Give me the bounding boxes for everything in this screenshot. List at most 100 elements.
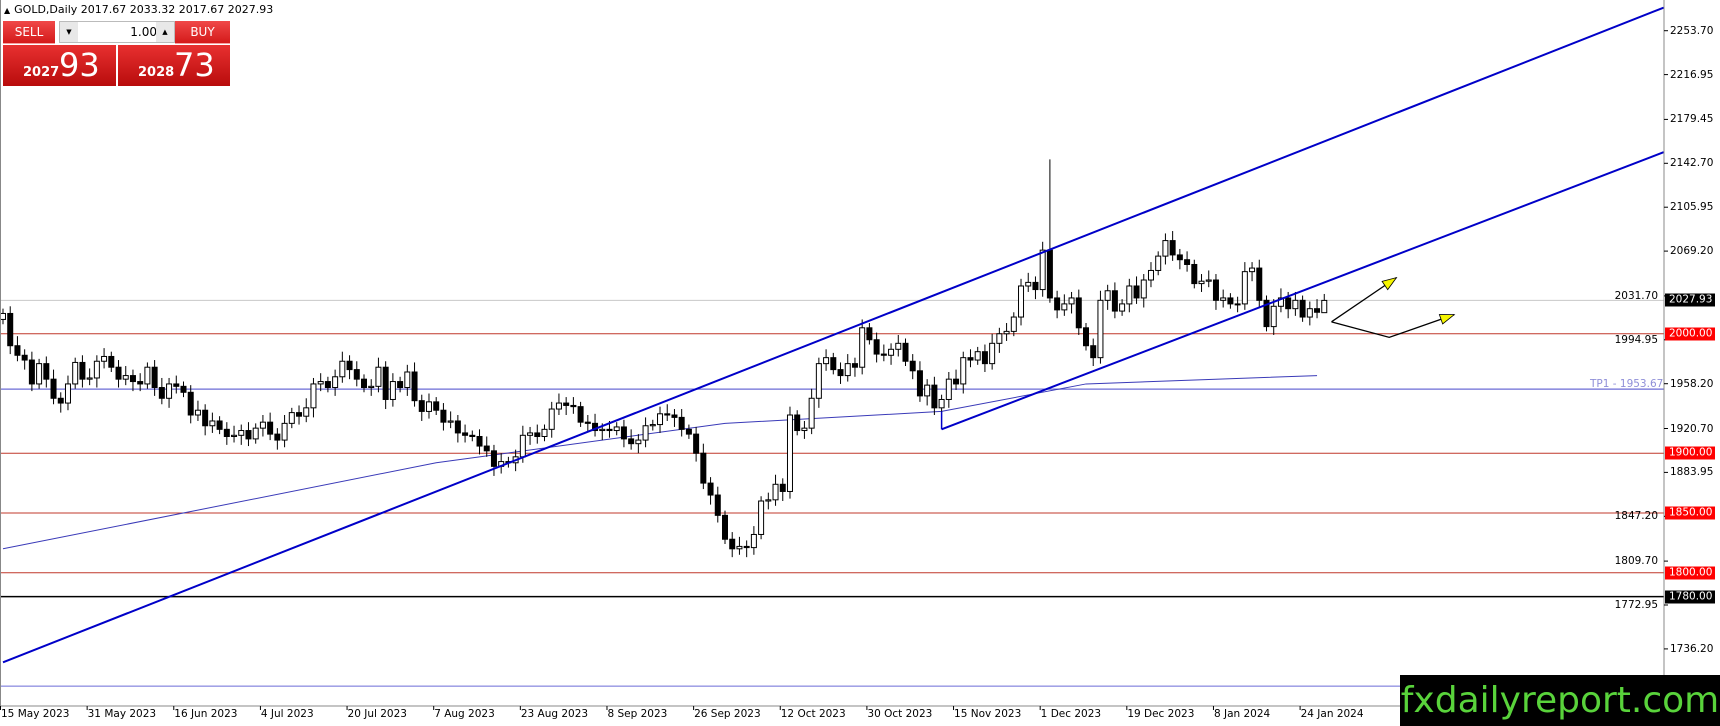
bear-candle xyxy=(454,420,461,434)
bull-candle xyxy=(974,351,981,361)
bear-candle xyxy=(664,413,671,416)
bear-candle xyxy=(43,363,50,380)
bull-candle xyxy=(808,397,815,429)
bear-candle xyxy=(129,375,136,383)
price-tick-label: 1736.20 xyxy=(1670,642,1714,655)
sell-button[interactable]: SELL xyxy=(3,21,55,44)
bull-candle xyxy=(231,434,238,438)
bull-candle xyxy=(548,408,555,430)
price-tick-label: 2105.95 xyxy=(1670,201,1714,214)
date-tick-label: 4 Jul 2023 xyxy=(260,708,314,720)
decrease-lot-icon[interactable]: ▼ xyxy=(60,22,78,42)
bear-candle xyxy=(967,357,974,361)
bear-candle xyxy=(223,428,230,438)
bear-candle xyxy=(570,404,577,408)
bull-candle xyxy=(758,500,765,535)
bull-candle xyxy=(86,377,93,380)
bear-candle xyxy=(346,360,353,371)
bear-candle xyxy=(202,409,209,427)
bear-candle xyxy=(382,366,389,400)
one-click-trading-panel: SELL ▼ ▲ BUY 2027 93 2028 73 xyxy=(3,21,230,86)
bull-candle xyxy=(1277,297,1284,307)
price-tick-label: 1772.95 xyxy=(1614,599,1658,611)
bear-candle xyxy=(851,363,858,368)
bull-candle xyxy=(527,432,534,436)
increase-lot-icon[interactable]: ▲ xyxy=(156,22,174,42)
bull-candle xyxy=(996,333,1003,344)
bull-candle xyxy=(281,422,288,441)
bear-candle xyxy=(476,436,483,447)
bull-candle xyxy=(815,363,822,399)
tp1-label: TP1 - 1953.67 xyxy=(1590,378,1664,391)
bull-candle xyxy=(1306,308,1313,318)
bear-candle xyxy=(1054,297,1061,311)
bear-candle xyxy=(462,432,469,436)
bull-candle xyxy=(36,363,43,385)
date-tick-label: 15 Nov 2023 xyxy=(954,708,1022,720)
bull-candle xyxy=(657,413,664,426)
bull-candle xyxy=(599,428,606,432)
bull-candle xyxy=(541,428,548,438)
level-badge: 2027.93 xyxy=(1665,293,1715,307)
bull-candle xyxy=(339,360,346,378)
bull-candle xyxy=(310,383,317,409)
bear-candle xyxy=(1169,240,1176,256)
bear-candle xyxy=(743,545,750,549)
date-tick-label: 7 Aug 2023 xyxy=(434,708,495,720)
channel-trendline xyxy=(2,6,1664,664)
bear-candle xyxy=(21,354,28,361)
buy-price-button[interactable]: 2028 73 xyxy=(118,45,230,86)
bull-candle xyxy=(786,414,793,492)
bull-candle xyxy=(389,381,396,400)
bear-candle xyxy=(707,482,714,496)
date-tick-label: 15 May 2023 xyxy=(1,708,70,720)
buy-button[interactable]: BUY xyxy=(175,21,230,44)
bear-candle xyxy=(7,312,14,347)
bear-candle xyxy=(693,433,700,454)
bear-candle xyxy=(873,339,880,355)
level-badge: 1900.00 xyxy=(1665,446,1715,460)
date-tick-label: 24 Jan 2024 xyxy=(1300,708,1364,720)
sell-price-button[interactable]: 2027 93 xyxy=(3,45,116,86)
bear-candle xyxy=(620,426,627,440)
bear-candle xyxy=(1083,327,1089,347)
bear-candle xyxy=(108,355,115,368)
price-tick-label: 2179.45 xyxy=(1670,113,1714,126)
date-tick-label: 16 Jun 2023 xyxy=(174,708,238,720)
level-badge: 2000.00 xyxy=(1665,327,1715,341)
bull-candle xyxy=(1061,303,1068,311)
bull-candle xyxy=(801,427,808,432)
bull-candle xyxy=(1140,279,1147,299)
price-tick-label: 1994.95 xyxy=(1614,333,1658,346)
date-tick-label: 19 Dec 2023 xyxy=(1127,708,1195,720)
bull-candle xyxy=(888,348,895,356)
bull-candle xyxy=(642,425,649,441)
bull-candle xyxy=(649,424,656,427)
forecast-arrows xyxy=(1331,276,1456,339)
bear-candle xyxy=(1090,345,1097,359)
bear-candle xyxy=(79,361,86,380)
horizontal-levels xyxy=(0,299,1664,687)
lot-size-input[interactable] xyxy=(79,23,159,41)
bear-candle xyxy=(245,430,252,440)
bear-candle xyxy=(584,421,591,424)
bear-candle xyxy=(1075,297,1082,329)
bear-candle xyxy=(1256,267,1263,301)
bear-candle xyxy=(1032,281,1039,291)
bull-candle xyxy=(1155,255,1162,271)
bear-candle xyxy=(722,514,728,540)
bear-candle xyxy=(137,381,144,385)
bull-candle xyxy=(1147,269,1154,281)
bull-candle xyxy=(144,366,151,385)
bull-candle xyxy=(1039,249,1046,291)
lot-size-stepper[interactable]: ▼ ▲ xyxy=(59,21,175,43)
trendlines[interactable] xyxy=(2,6,1664,664)
arrow-head-icon xyxy=(1438,314,1456,325)
date-tick-label: 30 Oct 2023 xyxy=(867,708,933,720)
price-tick-label: 1847.20 xyxy=(1614,510,1658,523)
price-tick-label: 2253.70 xyxy=(1670,24,1714,37)
bear-candle xyxy=(1176,254,1183,261)
bear-candle xyxy=(916,370,923,397)
bear-candle xyxy=(274,433,281,441)
